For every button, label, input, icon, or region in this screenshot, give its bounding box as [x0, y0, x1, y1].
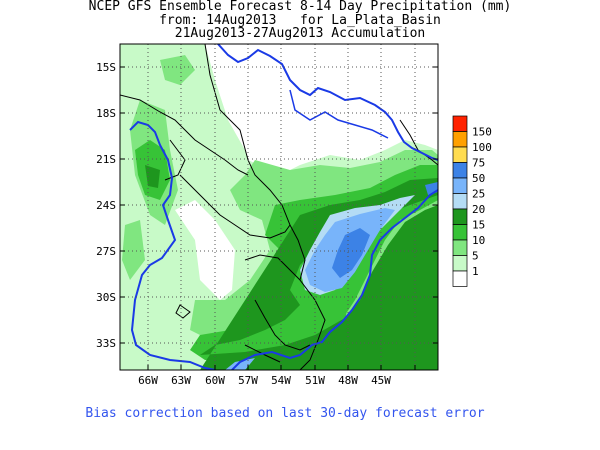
- precip-field-50mm: [332, 182, 438, 278]
- legend-label: 100: [472, 141, 492, 154]
- title-line-3: 21Aug2013-27Aug2013 Accumulation: [174, 26, 426, 41]
- lat-label: 18S: [96, 107, 116, 120]
- basin-inner-outline: [289, 89, 389, 139]
- legend-label: 20: [472, 203, 485, 216]
- lon-label: 63W: [171, 374, 191, 387]
- lon-label: 51W: [305, 374, 325, 387]
- precipitation-fields: [120, 44, 438, 370]
- legend-label: 75: [472, 157, 485, 170]
- lat-label: 33S: [96, 337, 116, 350]
- map-frame: [119, 43, 439, 371]
- legend-swatch: [452, 255, 468, 272]
- legend-label: 50: [472, 172, 485, 185]
- title-line-1: NCEP GFS Ensemble Forecast 8-14 Day Prec…: [88, 0, 512, 14]
- legend-label: 15: [472, 219, 485, 232]
- legend-swatch: [452, 146, 468, 163]
- legend-swatch: [452, 239, 468, 256]
- lon-label: 45W: [371, 374, 391, 387]
- legend-swatch: [452, 270, 468, 287]
- legend-swatch: [452, 131, 468, 148]
- legend-label: 1: [472, 265, 479, 278]
- legend-swatch: [452, 115, 468, 132]
- lon-label: 66W: [138, 374, 158, 387]
- lat-label: 21S: [96, 153, 116, 166]
- tick-marks: [120, 66, 438, 370]
- legend-label: 10: [472, 234, 485, 247]
- legend-swatch: [452, 193, 468, 210]
- lon-label: 48W: [338, 374, 358, 387]
- legend-swatch: [452, 162, 468, 179]
- lat-label: 24S: [96, 199, 116, 212]
- lat-lon-grid: [120, 44, 438, 370]
- legend-swatch: [452, 208, 468, 225]
- country-borders: [120, 44, 438, 370]
- lon-label: 54W: [271, 374, 291, 387]
- legend-label: 5: [472, 250, 479, 263]
- legend-swatch: [452, 224, 468, 241]
- legend-label: 25: [472, 188, 485, 201]
- lon-label: 60W: [205, 374, 225, 387]
- legend-swatch: [452, 177, 468, 194]
- precipitation-legend: 150 100 75 50 25 20 15 10 5 1: [452, 115, 492, 287]
- title-line-2: from: 14Aug2013 for La_Plata_Basin: [159, 13, 441, 28]
- basin-outline: [129, 44, 438, 370]
- legend-label: 150: [472, 126, 492, 139]
- lat-label: 27S: [96, 245, 116, 258]
- lat-label: 30S: [96, 291, 116, 304]
- lon-label: 57W: [238, 374, 258, 387]
- bias-correction-note: Bias correction based on last 30-day for…: [85, 406, 485, 421]
- lat-label: 15S: [96, 61, 116, 74]
